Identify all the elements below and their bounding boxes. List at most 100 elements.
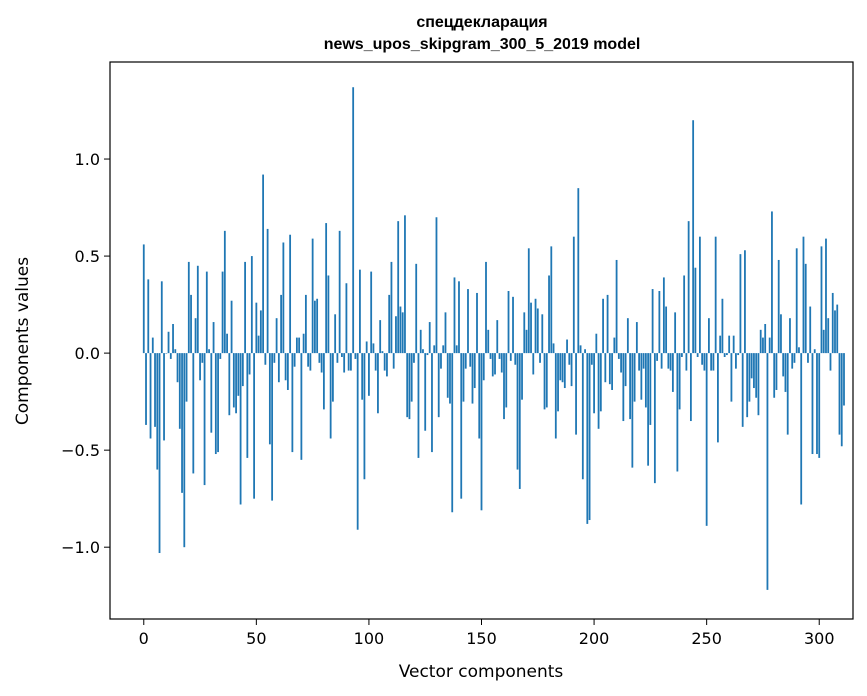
bar-109 (388, 294, 391, 354)
bar-98 (363, 353, 366, 480)
bar-243 (689, 353, 692, 422)
bar-145 (469, 353, 472, 367)
bar-69 (298, 337, 301, 354)
bar-139 (455, 345, 458, 354)
bar-92 (350, 353, 352, 371)
bar-301 (820, 246, 823, 354)
bar-22 (192, 353, 195, 474)
bar-193 (577, 188, 580, 354)
bar-223 (644, 353, 647, 408)
bar-278 (768, 337, 771, 354)
x-tick-label-2: 100 (354, 629, 385, 648)
bar-54 (264, 353, 267, 365)
bar-154 (489, 353, 492, 359)
bar-118 (408, 353, 411, 420)
bar-181 (550, 246, 553, 354)
bar-29 (208, 349, 210, 354)
bar-173 (532, 353, 535, 375)
bar-256 (719, 335, 722, 354)
bar-122 (417, 353, 420, 458)
bar-188 (566, 339, 568, 354)
bar-285 (784, 353, 787, 392)
bar-201 (595, 333, 598, 354)
bar-31 (212, 322, 215, 354)
bar-310 (840, 353, 843, 447)
bar-286 (786, 353, 789, 435)
bar-191 (572, 236, 575, 354)
bar-283 (780, 314, 782, 354)
x-tick-label-6: 300 (804, 629, 835, 648)
bar-10 (165, 353, 168, 354)
bar-232 (665, 306, 668, 354)
bar-192 (575, 353, 577, 435)
bar-45 (244, 261, 246, 354)
x-tick-label-0: 0 (139, 629, 149, 648)
bar-198 (588, 353, 591, 521)
bar-19 (185, 353, 188, 402)
bar-259 (726, 353, 728, 356)
bar-34 (219, 353, 222, 359)
bar-263 (735, 353, 737, 369)
bar-311 (843, 353, 845, 406)
bar-78 (318, 353, 321, 363)
bar-238 (678, 353, 681, 410)
bar-289 (793, 353, 796, 363)
bar-56 (268, 353, 271, 445)
bar-277 (766, 353, 769, 590)
bar-128 (431, 353, 433, 453)
bar-81 (325, 223, 328, 354)
bar-88 (341, 353, 343, 357)
bar-39 (230, 300, 233, 354)
bar-90 (345, 283, 348, 354)
bar-175 (536, 308, 539, 354)
bar-292 (800, 353, 803, 505)
bar-138 (453, 277, 456, 354)
bar-63 (284, 353, 287, 381)
bar-95 (356, 353, 359, 530)
bar-220 (638, 353, 641, 371)
bar-226 (651, 289, 654, 354)
bar-296 (809, 306, 812, 354)
bar-117 (406, 353, 409, 418)
bar-230 (660, 353, 663, 369)
bar-133 (442, 345, 445, 354)
bar-179 (545, 353, 548, 408)
bar-306 (831, 292, 834, 354)
bar-280 (773, 353, 776, 398)
bar-101 (370, 271, 373, 354)
bar-112 (395, 316, 397, 354)
bar-308 (836, 304, 839, 354)
bar-247 (699, 236, 701, 354)
bar-47 (248, 353, 251, 375)
bar-75 (311, 238, 314, 354)
bar-260 (728, 335, 731, 354)
bar-111 (392, 353, 395, 369)
bar-279 (771, 211, 773, 354)
bar-180 (548, 275, 550, 354)
bar-299 (816, 353, 818, 455)
bar-282 (777, 259, 780, 354)
bar-94 (354, 353, 357, 359)
bar-141 (460, 353, 463, 499)
bar-170 (525, 329, 528, 354)
bar-7 (158, 353, 161, 554)
bar-99 (365, 341, 368, 354)
bar-245 (694, 267, 697, 354)
bar-171 (527, 248, 530, 354)
bar-97 (361, 353, 364, 400)
bar-224 (647, 353, 650, 466)
bar-262 (732, 335, 735, 354)
bar-135 (446, 353, 449, 398)
bar-185 (559, 353, 562, 381)
bar-123 (419, 329, 422, 354)
bar-30 (210, 353, 213, 433)
bar-46 (246, 353, 249, 458)
bar-307 (834, 310, 836, 354)
bar-254 (714, 236, 717, 354)
bar-11 (167, 331, 170, 354)
bar-156 (494, 353, 496, 375)
bar-236 (674, 312, 677, 354)
bar-205 (604, 353, 607, 383)
bar-143 (464, 353, 467, 369)
bar-23 (194, 318, 197, 354)
